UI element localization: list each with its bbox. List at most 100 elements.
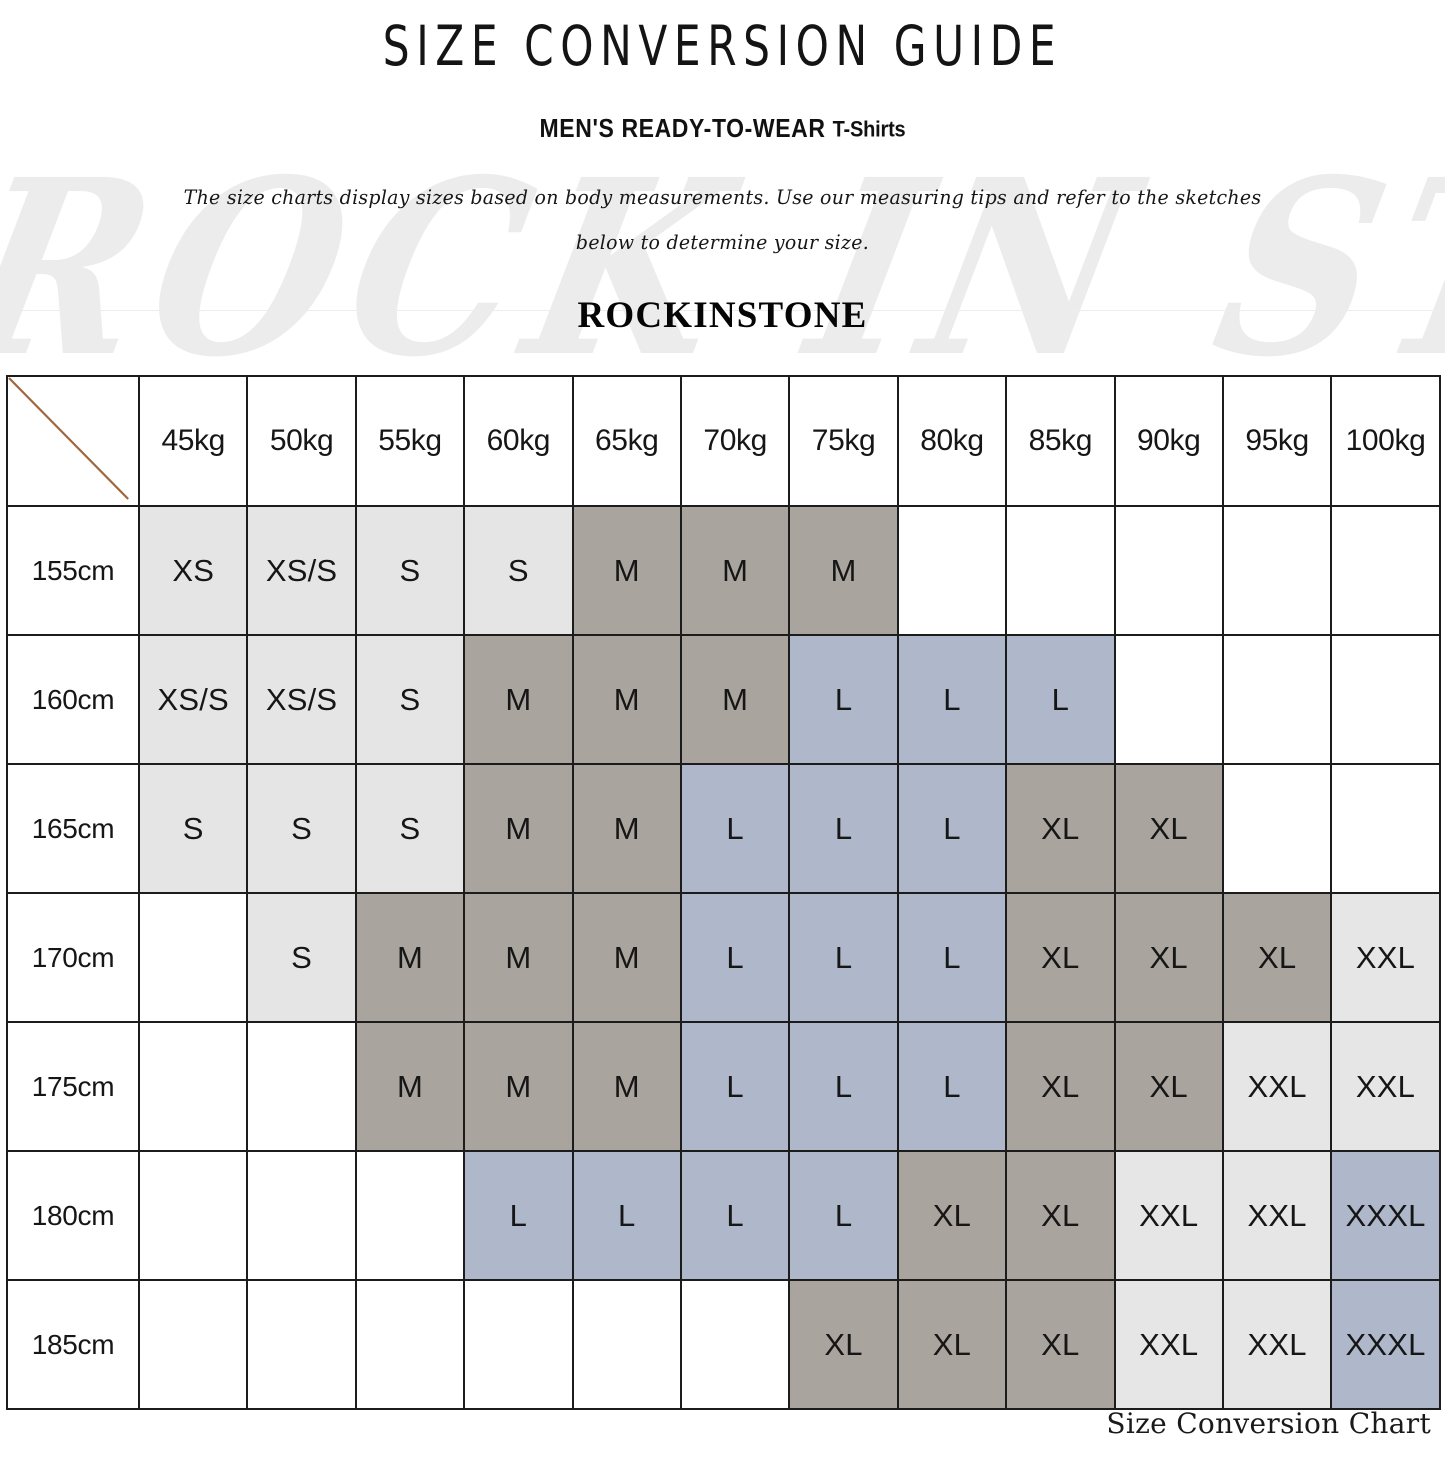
column-header-weight: 80kg: [896, 375, 1008, 507]
size-cell-empty: [1005, 505, 1116, 636]
size-cell: L: [463, 1150, 574, 1281]
size-cell: L: [896, 634, 1008, 765]
size-cell-empty: [1330, 634, 1441, 765]
size-cell: M: [679, 505, 791, 636]
diagonal-divider-icon: [8, 377, 129, 500]
size-cell-empty: [354, 1150, 466, 1281]
size-cell: L: [679, 763, 791, 894]
size-cell-empty: [571, 1279, 682, 1410]
size-cell: L: [896, 763, 1008, 894]
size-cell: M: [788, 505, 899, 636]
table-row: 175cm M M M L L L XL XL XXL XXL: [6, 1021, 1441, 1152]
size-cell: M: [354, 1021, 466, 1152]
size-cell-empty: [1330, 505, 1441, 636]
size-cell: XS/S: [246, 634, 357, 765]
size-cell: L: [679, 892, 791, 1023]
column-header-weight: 45kg: [137, 375, 249, 507]
description-line-1: The size charts display sizes based on b…: [183, 186, 1262, 209]
row-header-height: 160cm: [6, 634, 140, 765]
size-cell: XL: [1005, 1279, 1116, 1410]
row-header-height: 170cm: [6, 892, 140, 1023]
size-cell: L: [1005, 634, 1116, 765]
size-cell: M: [463, 763, 574, 894]
size-cell: XXXL: [1330, 1279, 1441, 1410]
size-cell: M: [571, 1021, 682, 1152]
size-cell: XXL: [1221, 1279, 1333, 1410]
size-cell: L: [571, 1150, 682, 1281]
size-cell: XS: [137, 505, 249, 636]
column-header-weight: 95kg: [1221, 375, 1333, 507]
size-cell: L: [788, 634, 899, 765]
size-cell: L: [788, 1021, 899, 1152]
size-cell-empty: [1221, 763, 1333, 894]
column-header-weight: 65kg: [571, 375, 682, 507]
size-cell: XS/S: [137, 634, 249, 765]
size-cell: L: [896, 892, 1008, 1023]
size-cell: XL: [1113, 1021, 1224, 1152]
size-cell-empty: [246, 1150, 357, 1281]
size-cell-empty: [1113, 634, 1224, 765]
size-cell: XL: [1221, 892, 1333, 1023]
size-cell: XXL: [1113, 1150, 1224, 1281]
row-header-height: 165cm: [6, 763, 140, 894]
size-cell: M: [354, 892, 466, 1023]
size-cell: XL: [896, 1150, 1008, 1281]
size-cell: XXL: [1221, 1021, 1333, 1152]
column-header-weight: 50kg: [246, 375, 357, 507]
size-cell: M: [571, 634, 682, 765]
subtitle-category: MEN'S READY-TO-WEAR: [539, 113, 826, 143]
size-cell: L: [679, 1150, 791, 1281]
size-cell-empty: [246, 1021, 357, 1152]
table-row: 185cm XL XL XL XXL XXL XXXL: [6, 1279, 1441, 1410]
size-cell: M: [463, 892, 574, 1023]
size-cell: M: [571, 763, 682, 894]
size-cell-empty: [137, 1150, 249, 1281]
size-cell: XXL: [1330, 892, 1441, 1023]
column-header-weight: 100kg: [1330, 375, 1441, 507]
subtitle: MEN'S READY-TO-WEAR T-Shirts: [0, 113, 1445, 143]
size-cell: XL: [1113, 892, 1224, 1023]
column-header-weight: 90kg: [1113, 375, 1224, 507]
document-header: SIZE CONVERSION GUIDE MEN'S READY-TO-WEA…: [0, 14, 1445, 337]
description-line-2: below to determine your size.: [575, 231, 870, 254]
size-cell: M: [463, 634, 574, 765]
column-header-weight: 85kg: [1005, 375, 1116, 507]
size-cell: XL: [1005, 892, 1116, 1023]
size-conversion-table: 45kg 50kg 55kg 60kg 65kg 70kg 75kg 80kg 85kg 90kg…: [6, 375, 1441, 1410]
size-cell-empty: [137, 1021, 249, 1152]
size-cell: M: [679, 634, 791, 765]
size-cell: S: [246, 892, 357, 1023]
size-cell-empty: [1330, 763, 1441, 894]
brand-name: ROCKINSTONE: [577, 295, 868, 336]
size-cell-empty: [1113, 505, 1224, 636]
size-cell-empty: [1221, 505, 1333, 636]
table-row: 170cm S M M M L L L XL XL XL XXL: [6, 892, 1441, 1023]
size-cell: S: [354, 763, 466, 894]
size-cell: XL: [788, 1279, 899, 1410]
size-cell: S: [246, 763, 357, 894]
size-cell-empty: [1221, 634, 1333, 765]
size-cell: L: [788, 1150, 899, 1281]
column-header-weight: 75kg: [788, 375, 899, 507]
table-row: 160cm XS/S XS/S S M M M L L L: [6, 634, 1441, 765]
footer-caption: Size Conversion Chart: [1106, 1407, 1431, 1440]
size-cell: XXL: [1113, 1279, 1224, 1410]
size-cell: L: [788, 892, 899, 1023]
column-header-weight: 60kg: [463, 375, 574, 507]
size-cell: L: [896, 1021, 1008, 1152]
size-cell: XS/S: [246, 505, 357, 636]
size-cell: XL: [896, 1279, 1008, 1410]
row-header-height: 175cm: [6, 1021, 140, 1152]
size-cell: XL: [1005, 1021, 1116, 1152]
row-header-height: 155cm: [6, 505, 140, 636]
header-row: 45kg 50kg 55kg 60kg 65kg 70kg 75kg 80kg 85kg 90kg…: [6, 375, 1441, 507]
size-cell: S: [463, 505, 574, 636]
table-body: 155cm XS XS/S S S M M M 160cm XS/S XS/S S M M M L L L 165c…: [6, 505, 1441, 1410]
table-row: 155cm XS XS/S S S M M M: [6, 505, 1441, 636]
size-cell: XL: [1005, 1150, 1116, 1281]
size-cell: XXL: [1221, 1150, 1333, 1281]
page-title: SIZE CONVERSION GUIDE: [382, 14, 1063, 79]
size-cell-empty: [137, 1279, 249, 1410]
column-header-weight: 70kg: [679, 375, 791, 507]
size-cell-empty: [354, 1279, 466, 1410]
